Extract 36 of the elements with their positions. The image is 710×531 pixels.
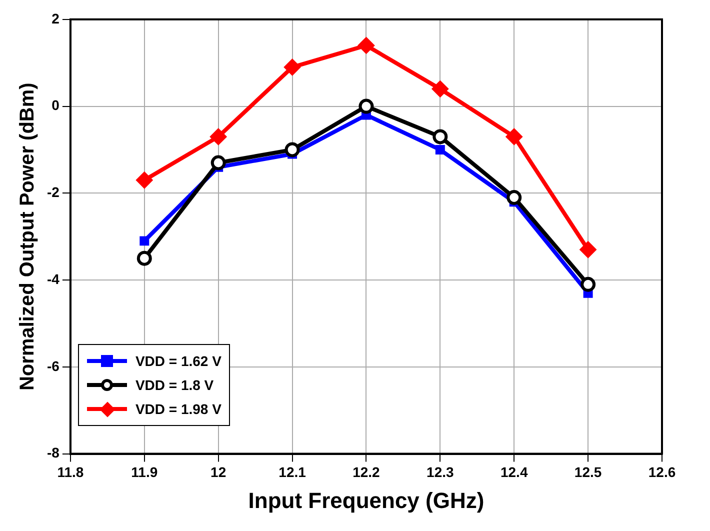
point: [358, 36, 375, 54]
point: [580, 276, 596, 292]
x-tick-label: 12.1: [278, 464, 306, 480]
point: [140, 236, 150, 246]
x-tick-label: 11.8: [57, 464, 84, 480]
legend-label: VDD = 1.62 V: [135, 352, 222, 369]
y-axis-title: Normalized Output Power (dBm): [16, 82, 39, 390]
x-tick-label: 12.3: [426, 464, 454, 480]
point: [432, 80, 449, 98]
y-tick-label: -6: [46, 358, 60, 374]
point: [284, 142, 300, 158]
point: [136, 172, 153, 189]
point: [284, 58, 301, 76]
y-tick-label: -8: [46, 444, 60, 461]
x-tick-label: 12.4: [500, 464, 528, 480]
y-tick-label: -2: [46, 184, 60, 200]
point: [432, 129, 448, 144]
point: [435, 144, 445, 154]
y-tick-label: 2: [52, 10, 60, 26]
y-tick-label: 0: [52, 97, 60, 114]
point: [358, 98, 374, 114]
legend-label: VDD = 1.8 V: [135, 376, 214, 393]
point: [506, 128, 523, 146]
y-tick-label: -4: [46, 270, 60, 287]
x-tick-label: 12.5: [574, 464, 602, 480]
x-axis-title: Input Frequency (GHz): [248, 488, 484, 513]
point: [136, 250, 152, 266]
x-tick-label: 12: [210, 464, 226, 480]
legend-label: VDD = 1.98 V: [135, 400, 222, 417]
point: [210, 155, 226, 170]
point: [506, 190, 522, 206]
point: [580, 241, 597, 258]
point: [210, 128, 227, 146]
x-tick-label: 12.2: [352, 464, 380, 480]
x-tick-label: 11.9: [131, 464, 158, 480]
x-tick-label: 12.6: [648, 464, 676, 480]
